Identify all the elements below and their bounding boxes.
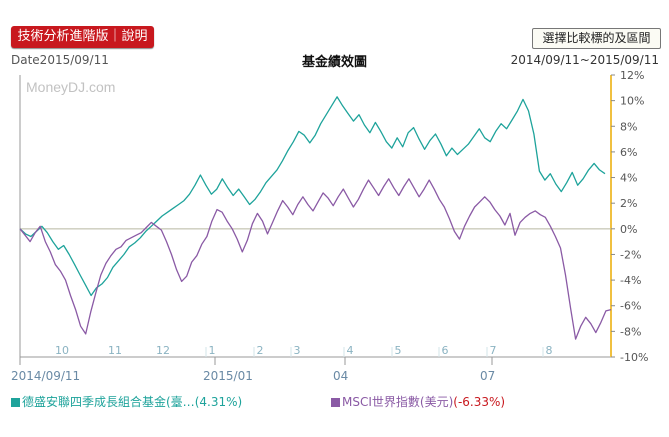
legend-index-swatch — [331, 398, 340, 407]
analysis-advanced-button[interactable]: 技術分析進階版｜說明 — [11, 26, 154, 48]
legend-index[interactable]: MSCI世界指數(美元)(-6.33%) — [331, 393, 505, 410]
y-tick-label: 10% — [620, 95, 644, 108]
y-tick-label: 12% — [620, 69, 644, 82]
x-inner-month-label: 2 — [257, 344, 264, 357]
y-tick-label: -2% — [620, 248, 641, 261]
y-tick-label: 4% — [620, 172, 637, 185]
x-axis-label: 2015/01 — [203, 369, 253, 383]
x-axis-label: 07 — [480, 369, 495, 383]
legend-fund-label: 德盛安聯四季成長組合基金(臺… — [22, 395, 195, 409]
x-inner-month-label: 8 — [546, 344, 553, 357]
y-tick-label: 2% — [620, 197, 637, 210]
x-inner-month-label: 5 — [395, 344, 402, 357]
data-date-label: Date2015/09/11 — [11, 53, 109, 67]
y-tick-label: -4% — [620, 274, 641, 287]
x-inner-month-label: 12 — [156, 344, 170, 357]
x-inner-month-label: 7 — [490, 344, 497, 357]
x-axis-label: 2014/09/11 — [11, 369, 80, 383]
y-tick-label: -6% — [620, 300, 641, 313]
series-index-line — [19, 178, 612, 340]
x-inner-month-label: 6 — [442, 344, 449, 357]
x-axis-label: 04 — [333, 369, 348, 383]
y-tick-label: -10% — [620, 351, 648, 364]
x-inner-month-label: 4 — [347, 344, 354, 357]
series-fund-line — [19, 96, 606, 297]
x-inner-month-label: 1 — [209, 344, 216, 357]
y-tick-label: 8% — [620, 120, 637, 133]
legend-index-return: (-6.33%) — [453, 395, 506, 409]
y-tick-label: 0% — [620, 223, 637, 236]
legend-fund-swatch — [11, 398, 20, 407]
y-tick-label: -8% — [620, 325, 641, 338]
period-range-label: 2014/09/11~2015/09/11 — [510, 53, 659, 67]
x-inner-month-label: 10 — [55, 344, 69, 357]
select-comparison-range-button[interactable]: 選擇比較標的及區間 — [532, 28, 661, 49]
chart-title: 基金績效圖 — [301, 55, 367, 70]
y-tick-label: 6% — [620, 146, 637, 159]
legend-fund[interactable]: 德盛安聯四季成長組合基金(臺…(4.31%) — [11, 393, 242, 410]
legend-fund-return: (4.31%) — [194, 395, 243, 409]
legend-index-label: MSCI世界指數(美元) — [342, 395, 454, 409]
x-inner-month-label: 3 — [294, 344, 301, 357]
x-inner-month-label: 11 — [108, 344, 122, 357]
watermark: MoneyDJ.com — [26, 79, 115, 95]
